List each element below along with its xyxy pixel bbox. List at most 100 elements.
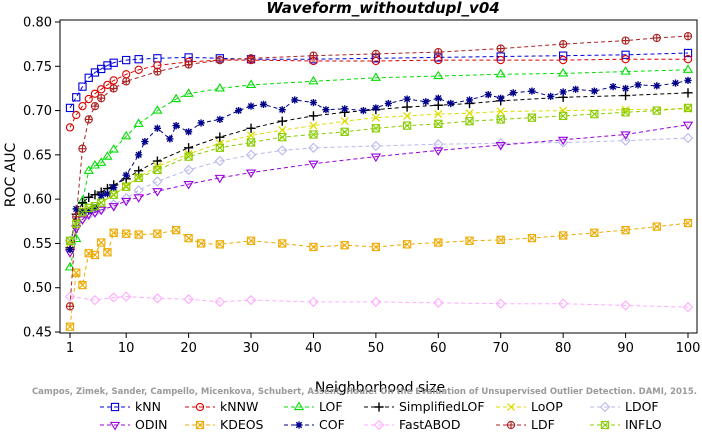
point-cof-20	[278, 106, 286, 114]
point-kdeos-25	[559, 231, 568, 240]
series-line-kdeos	[69, 222, 689, 327]
point-cof-35	[509, 89, 517, 97]
point-lof-20	[620, 66, 631, 75]
point-fastabod-10	[433, 297, 444, 308]
point-loop-14	[309, 121, 318, 130]
point-lof-18	[495, 68, 506, 78]
series-line-fastabod	[69, 296, 689, 308]
point-lof-17	[433, 70, 444, 80]
point-knnw-6	[103, 80, 112, 90]
point-ldf-17	[621, 36, 630, 45]
point-loop-15	[340, 117, 349, 126]
point-kdeos-23	[496, 235, 505, 245]
point-fastabod-4	[152, 293, 163, 304]
series-line-odin	[69, 124, 689, 253]
legend-marker-cof	[295, 421, 303, 429]
y-tick-label-6: 0.75	[23, 60, 52, 75]
point-inflo-5	[97, 198, 106, 207]
plot-frame	[59, 19, 698, 334]
legend-marker-odin	[109, 421, 121, 431]
point-ldof-15	[370, 140, 382, 152]
point-knn-18	[559, 51, 568, 60]
point-kdeos-16	[278, 239, 287, 248]
point-kdeos-15	[246, 236, 256, 245]
point-inflo-8	[134, 173, 143, 183]
point-cof-19	[259, 100, 268, 108]
point-knnw-20	[683, 55, 693, 64]
point-cof-31	[447, 99, 455, 108]
point-cof-23	[322, 106, 330, 114]
point-cof-7	[110, 184, 118, 192]
point-lof-7	[108, 144, 119, 153]
point-odin-15	[433, 147, 444, 156]
point-cof-27	[384, 99, 392, 108]
point-odin-16	[495, 142, 506, 151]
legend-marker-ldof	[599, 401, 611, 413]
point-cof-38	[559, 88, 567, 96]
point-lof-15	[308, 75, 319, 85]
point-ldof-14	[308, 142, 319, 153]
legend-marker-fastabod	[373, 419, 385, 431]
x-tick-label-0: 1	[66, 341, 74, 356]
y-tick-label-4: 0.65	[23, 148, 52, 163]
legend-marker-lof	[293, 401, 305, 411]
point-simplifiedlof-3	[84, 192, 94, 202]
point-kdeos-26	[590, 228, 599, 237]
point-inflo-0	[65, 236, 75, 245]
point-simplifiedlof-13	[246, 123, 256, 133]
point-fastabod-2	[108, 292, 119, 303]
legend-label-ldf: LDF	[531, 417, 555, 432]
y-tick-label-0: 0.45	[23, 326, 52, 341]
point-inflo-6	[109, 190, 118, 199]
x-tick-label-10: 100	[676, 341, 701, 356]
point-cof-30	[434, 94, 442, 102]
point-loop-10	[184, 149, 193, 159]
point-simplifiedlof-24	[683, 88, 693, 98]
point-inflo-16	[371, 124, 381, 133]
point-cof-24	[341, 105, 349, 113]
legend-label-fastabod: FastABOD	[399, 417, 461, 432]
point-simplifiedlof-2	[77, 198, 88, 208]
point-lof-12	[183, 88, 194, 97]
point-cof-46	[684, 76, 692, 85]
point-cof-16	[216, 115, 224, 124]
point-odin-19	[682, 121, 694, 131]
point-knnw-7	[109, 76, 118, 85]
point-odin-6	[108, 203, 119, 212]
point-kdeos-22	[465, 236, 474, 245]
point-simplifiedlof-11	[184, 143, 194, 153]
series-line-knnw	[69, 58, 688, 128]
point-loop-20	[496, 107, 505, 116]
point-simplifiedlof-10	[152, 156, 162, 166]
x-tick-label-5: 50	[368, 341, 385, 356]
point-knnw-1	[72, 110, 81, 120]
y-tick-label-5: 0.70	[23, 104, 52, 119]
point-fastabod-7	[245, 294, 257, 306]
legend-marker-simplifiedlof	[374, 402, 384, 412]
point-odin-17	[557, 136, 569, 146]
point-kdeos-10	[153, 229, 162, 238]
point-knn-7	[109, 58, 118, 67]
y-tick-label-2: 0.55	[23, 237, 52, 252]
point-odin-10	[183, 181, 194, 190]
point-cof-22	[309, 99, 318, 107]
point-knn-3	[84, 73, 93, 82]
point-knnw-17	[496, 55, 505, 65]
point-lof-8	[121, 130, 132, 140]
point-lof-6	[102, 151, 113, 160]
point-inflo-15	[340, 127, 349, 136]
legend-marker-knn	[110, 402, 120, 412]
point-cof-42	[621, 84, 630, 93]
point-cof-25	[359, 106, 367, 115]
point-inflo-21	[527, 113, 537, 122]
point-inflo-22	[559, 111, 568, 121]
point-inflo-11	[215, 143, 224, 152]
plot-area: 1 10 20 30 40 50 60 70 80 90 100 0.45 0.50 0.55 0.60 0.…	[23, 16, 700, 357]
point-lof-13	[214, 82, 225, 92]
point-loop-18	[434, 110, 443, 119]
watermark-text: Campos, Zimek, Sander, Campello, Micenko…	[32, 387, 697, 397]
point-kdeos-19	[371, 242, 381, 252]
point-cof-6	[103, 190, 112, 198]
point-cof-28	[403, 95, 411, 103]
y-tick-label-7: 0.80	[23, 16, 52, 31]
